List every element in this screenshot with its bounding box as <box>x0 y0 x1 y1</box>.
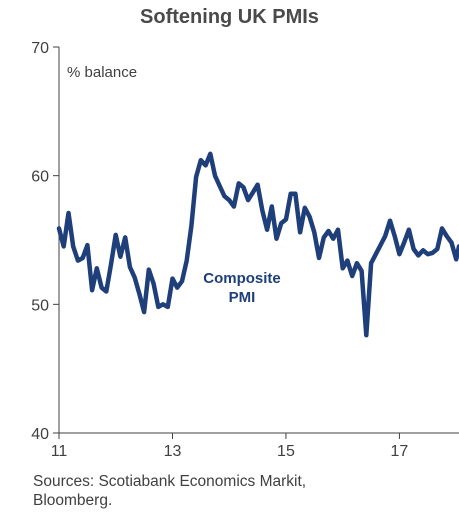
x-tick-label: 13 <box>164 443 182 460</box>
y-tick-label: 50 <box>31 297 49 314</box>
axes <box>53 46 459 439</box>
source-line-2: Bloomberg. <box>33 492 113 509</box>
series-line-composite-pmi <box>56 151 459 338</box>
y-axis-label: % balance <box>67 64 137 81</box>
x-tick-label: 15 <box>277 443 295 460</box>
x-tick-label: 17 <box>391 443 409 460</box>
y-tick-label: 60 <box>31 169 49 186</box>
source-line-1: Sources: Scotiabank Economics Markit, <box>33 473 307 490</box>
source-note: Sources: Scotiabank Economics Markit, Bl… <box>33 472 433 510</box>
chart-title: Softening UK PMIs <box>140 6 319 28</box>
annotation-line-2: PMI <box>229 289 256 306</box>
annotation-line-1: Composite <box>203 270 281 287</box>
x-tick-label: 11 <box>51 443 68 460</box>
line-chart: 40 50 60 70 11 13 15 17 % balance Composite PM… <box>31 40 459 460</box>
y-tick-label: 70 <box>31 40 49 57</box>
y-tick-labels: 40 50 60 70 <box>31 40 49 443</box>
x-tick-labels: 11 13 15 17 <box>51 443 409 460</box>
y-tick-label: 40 <box>31 426 49 443</box>
